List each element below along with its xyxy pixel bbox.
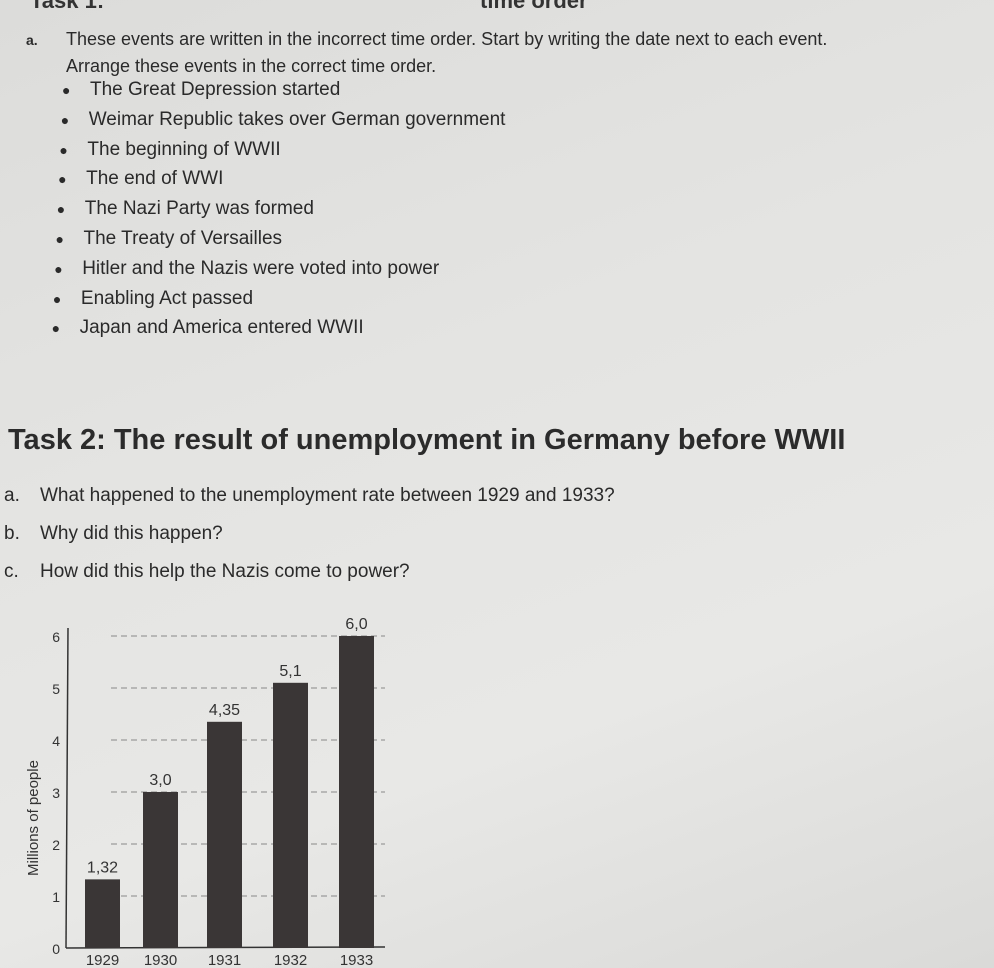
bar-value-label: 4,35: [209, 702, 240, 719]
event-text: Hitler and the Nazis were voted into pow…: [82, 257, 440, 279]
bar-value-label: 1,32: [87, 859, 118, 876]
event-item: ● The end of WWI: [58, 167, 223, 191]
y-tick-label: 3: [52, 785, 60, 801]
unemployment-bar-chart: 0 1 2 3 4 5 6 Millions of people 1,32 1929 3,0 1930…: [25, 616, 386, 968]
y-tick-label: 0: [52, 941, 60, 957]
task2-heading: Task 2: The result of unemployment in Ge…: [8, 424, 846, 456]
y-tick-label: 2: [52, 837, 60, 853]
question-item: a. What happened to the unemployment rate…: [4, 484, 615, 508]
event-text: The beginning of WWII: [87, 138, 281, 160]
bullet-icon: ●: [59, 141, 68, 158]
bullet-icon: ●: [54, 260, 63, 277]
event-text: Enabling Act passed: [80, 287, 254, 309]
y-axis: [65, 627, 69, 949]
bar-value-label: 6,0: [345, 616, 367, 633]
event-text: Japan and America entered WWII: [79, 317, 364, 339]
x-tick-label: 1929: [86, 952, 119, 968]
bar: [143, 792, 178, 948]
question-label: b.: [4, 523, 20, 544]
question-label: a.: [4, 485, 20, 506]
question-text: What happened to the unemployment rate b…: [40, 485, 615, 506]
intro-line-1: These events are written in the incorrec…: [66, 29, 828, 49]
item-label: a.: [26, 32, 38, 48]
question-item: b. Why did this happen?: [4, 522, 223, 546]
bullet-icon: ●: [56, 201, 66, 218]
task1-heading: Task 1:: [30, 0, 105, 13]
question-text: How did this help the Nazis come to powe…: [40, 561, 410, 582]
bar: [339, 636, 374, 948]
bar: [85, 879, 120, 948]
bar: [273, 682, 308, 948]
y-tick-label: 4: [52, 733, 60, 749]
bullet-icon: ●: [52, 290, 62, 307]
event-text: The Treaty of Versailles: [83, 228, 283, 249]
bullet-icon: ●: [62, 82, 71, 98]
y-tick-label: 6: [52, 629, 60, 645]
event-item: ● The Nazi Party was formed: [57, 197, 314, 221]
y-axis-label: Millions of people: [25, 760, 42, 876]
x-tick-label: 1930: [144, 952, 177, 968]
x-tick-label: 1931: [208, 952, 241, 968]
intro-line-2: Arrange these events in the correct time…: [66, 56, 437, 76]
event-text: The Great Depression started: [90, 79, 341, 100]
task1-intro: a. These events are written in the incorr…: [26, 26, 827, 79]
bullet-icon: ●: [51, 320, 61, 337]
event-item: ● Weimar Republic takes over German gover…: [61, 108, 506, 132]
x-tick-label: 1933: [340, 952, 373, 968]
question-label: c.: [4, 561, 19, 582]
event-text: Weimar Republic takes over German govern…: [88, 108, 506, 130]
bar-value-label: 3,0: [149, 772, 171, 789]
bar-value-label: 5,1: [279, 663, 301, 680]
bar: [207, 721, 242, 948]
event-item: ● The beginning of WWII: [59, 138, 280, 162]
task1-heading-end: time order: [480, 0, 588, 13]
bullet-icon: ●: [60, 111, 70, 128]
event-item: ● Enabling Act passed: [53, 287, 253, 311]
event-item: ● The Great Depression started: [62, 78, 340, 102]
event-item: ● The Treaty of Versailles: [56, 227, 283, 251]
event-text: The Nazi Party was formed: [84, 198, 314, 220]
x-tick-label: 1932: [274, 952, 307, 968]
y-tick-label: 1: [52, 889, 60, 905]
event-item: ● Japan and America entered WWII: [52, 316, 364, 340]
event-item: ● Hitler and the Nazis were voted into po…: [54, 257, 439, 281]
event-text: The end of WWI: [86, 168, 224, 190]
question-text: Why did this happen?: [40, 523, 223, 544]
y-tick-label: 5: [52, 681, 60, 697]
bullet-icon: ●: [55, 231, 64, 247]
question-item: c. How did this help the Nazis come to po…: [4, 560, 410, 584]
bullet-icon: ●: [58, 171, 67, 188]
